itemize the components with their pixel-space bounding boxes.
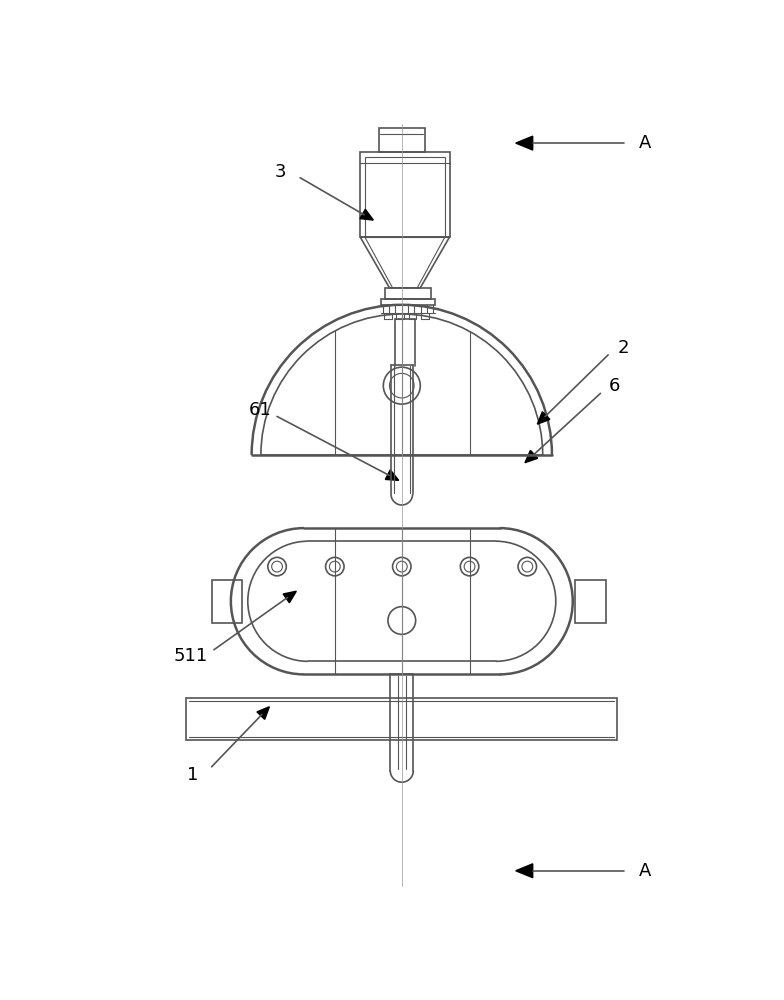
Polygon shape — [283, 591, 296, 603]
Text: A: A — [639, 862, 652, 880]
Polygon shape — [525, 450, 538, 463]
Bar — [385, 288, 431, 299]
Polygon shape — [516, 864, 532, 878]
Bar — [379, 128, 425, 152]
Text: 2: 2 — [618, 339, 630, 357]
Text: 6: 6 — [608, 377, 620, 395]
Bar — [212, 580, 242, 623]
Polygon shape — [360, 209, 373, 220]
Text: 61: 61 — [249, 401, 271, 419]
Text: A: A — [639, 134, 652, 152]
Polygon shape — [537, 412, 550, 424]
Text: 3: 3 — [275, 163, 287, 181]
Polygon shape — [257, 707, 270, 719]
Bar — [575, 580, 606, 623]
Bar — [365, 157, 445, 237]
Text: 511: 511 — [174, 647, 208, 665]
Bar — [186, 698, 617, 740]
Bar — [360, 152, 449, 237]
Polygon shape — [516, 136, 532, 150]
Text: 1: 1 — [187, 766, 198, 784]
Bar — [381, 299, 435, 305]
Polygon shape — [385, 470, 399, 480]
